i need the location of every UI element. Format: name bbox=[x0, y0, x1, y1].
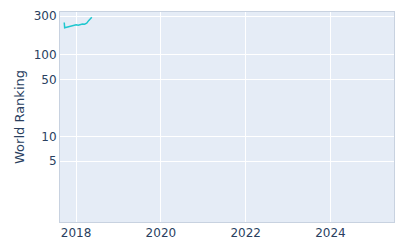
svg-text:100: 100 bbox=[34, 48, 57, 62]
svg-text:5: 5 bbox=[49, 154, 57, 168]
svg-text:2020: 2020 bbox=[146, 226, 177, 240]
svg-text:50: 50 bbox=[41, 73, 56, 87]
svg-text:300: 300 bbox=[34, 9, 57, 23]
svg-text:2018: 2018 bbox=[61, 226, 92, 240]
svg-text:World Ranking: World Ranking bbox=[12, 70, 27, 164]
svg-text:10: 10 bbox=[41, 130, 56, 144]
svg-text:2024: 2024 bbox=[315, 226, 346, 240]
svg-text:2022: 2022 bbox=[230, 226, 261, 240]
